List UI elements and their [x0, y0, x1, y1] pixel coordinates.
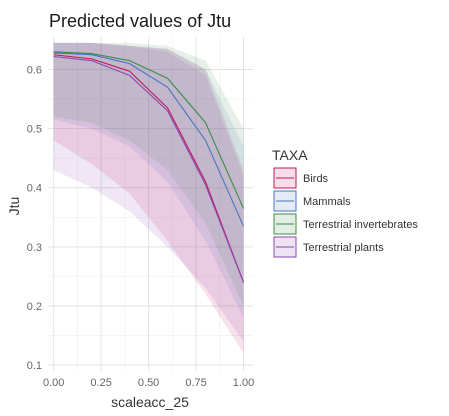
legend-label: Mammals: [303, 196, 351, 208]
y-tick-label: 0.2: [27, 301, 42, 313]
legend-label: Terrestrial plants: [303, 242, 384, 254]
y-axis-title: Jtu: [6, 197, 22, 216]
y-tick-label: 0.1: [27, 360, 42, 372]
axis-ticks: 0.1 0.2 0.3 0.4 0.5 0.6 0.00 0.25 0.50 0.75 1.00: [27, 65, 255, 389]
y-tick-label: 0.6: [27, 65, 42, 77]
series-line-0: [53, 54, 245, 283]
x-tick-label: 1.00: [233, 377, 254, 389]
legend-item: Birds: [273, 167, 329, 189]
legend: TAXA Birds Mammals Terrestrial invertebrat…: [272, 147, 418, 258]
series-line-2: [53, 51, 245, 209]
y-tick-label: 0.4: [27, 183, 42, 195]
confidence-band-2: [53, 42, 244, 306]
x-tick-label: 0.00: [43, 377, 64, 389]
x-axis-title: scaleacc_25: [111, 394, 189, 410]
chart-title: Predicted values of Jtu: [49, 11, 231, 31]
legend-item: Terrestrial plants: [273, 236, 384, 258]
confidence-band-0: [53, 42, 244, 354]
series-line-1: [53, 52, 245, 227]
y-tick-label: 0.3: [27, 242, 42, 254]
confidence-band-3: [53, 42, 244, 342]
series-line-3: [53, 55, 245, 283]
x-tick-label: 0.25: [90, 377, 111, 389]
y-tick-label: 0.5: [27, 124, 42, 136]
series-lines: [53, 51, 245, 283]
legend-label: Birds: [303, 173, 329, 185]
legend-label: Terrestrial invertebrates: [303, 219, 418, 231]
legend-item: Mammals: [273, 190, 351, 212]
grid: [48, 37, 253, 371]
x-tick-label: 0.75: [185, 377, 206, 389]
legend-title: TAXA: [272, 147, 308, 163]
x-tick-label: 0.50: [138, 377, 159, 389]
legend-item: Terrestrial invertebrates: [273, 213, 418, 235]
